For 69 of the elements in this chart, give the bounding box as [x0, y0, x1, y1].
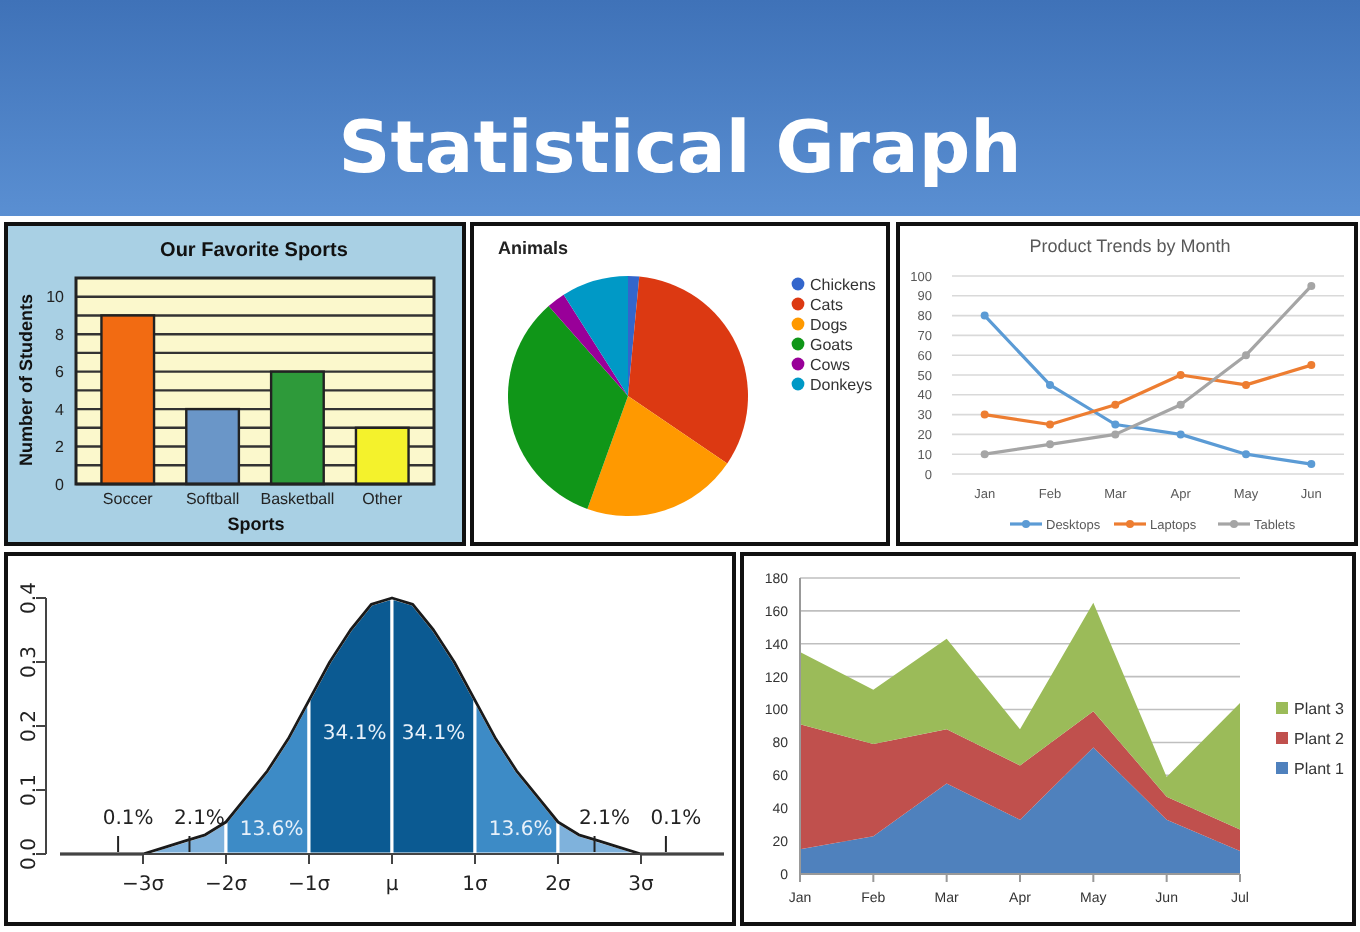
annotation: 2.1% [579, 808, 630, 830]
legend-label: Plant 3 [1294, 700, 1345, 718]
point [980, 311, 989, 320]
legend-label: Plant 2 [1294, 730, 1345, 748]
point [1046, 420, 1054, 429]
pie-slice [548, 294, 628, 396]
y-axis-title: Number of Students [16, 293, 36, 467]
x-tick-label: μ [385, 874, 400, 896]
x-tick-label: 2σ [545, 874, 573, 896]
x-tick-label: −2σ [204, 874, 249, 896]
point [1307, 361, 1316, 370]
chart-title: Our Favorite Sports [160, 240, 349, 262]
point [1307, 460, 1316, 469]
point [1176, 371, 1185, 379]
y-tick-label: 0.3 [19, 646, 41, 678]
x-tick-label: 3σ [628, 874, 656, 896]
annotation: 0.1% [102, 808, 154, 830]
x-tick-label: 1σ [462, 874, 490, 896]
x-tick-label: −3σ [121, 874, 166, 896]
legend-label: Goats [810, 336, 853, 354]
annotation: 34.1% [401, 723, 466, 746]
x-tick-label: −1σ [287, 874, 332, 896]
legend-label: Plant 1 [1294, 760, 1345, 778]
x-tick-label: Softball [185, 490, 240, 508]
point [1242, 351, 1250, 360]
point [1111, 430, 1120, 439]
pie-slice [563, 276, 628, 396]
legend-label: Cats [810, 296, 843, 314]
y-tick-label: 4 [55, 400, 66, 419]
point [1242, 450, 1250, 459]
y-tick-label: 0 [55, 475, 66, 494]
pie-slice [508, 305, 628, 509]
point [1046, 380, 1054, 389]
y-tick-label: 0.4 [19, 582, 41, 614]
y-tick-label: 2 [55, 438, 66, 457]
point [980, 450, 989, 459]
y-tick-label: 0.1 [19, 774, 41, 806]
y-tick-label: 8 [55, 325, 66, 344]
annotation: 34.1% [322, 723, 387, 746]
chart-title: Animals [498, 238, 569, 258]
point [1176, 400, 1185, 409]
point [1307, 281, 1316, 290]
y-tick-label: 0.2 [19, 710, 41, 742]
y-tick-label: 6 [55, 363, 66, 382]
pie-slice [587, 396, 728, 516]
annotation: 13.6% [488, 819, 553, 842]
annotation: 13.6% [239, 819, 304, 842]
legend-label: Chickens [810, 276, 876, 294]
pie-slice [628, 276, 748, 464]
x-axis-title: Sports [227, 514, 285, 534]
point [1111, 420, 1120, 429]
chart-title: Product Trends by Month [1029, 236, 1231, 256]
text: Statistical Graph [338, 108, 1022, 190]
annotation: 2.1% [174, 808, 225, 830]
y-tick-label: 0.0 [19, 838, 41, 870]
point [1046, 440, 1054, 449]
point [1242, 380, 1250, 389]
point [980, 410, 989, 419]
annotation: 0.1% [650, 808, 702, 830]
legend-label: Donkeys [810, 376, 873, 394]
legend-label: Cows [810, 356, 851, 374]
legend-label: Dogs [810, 316, 848, 334]
x-tick-label: Other [362, 490, 403, 508]
point [1111, 400, 1120, 409]
x-tick-label: Soccer [102, 490, 154, 508]
x-tick-label: Basketball [260, 490, 335, 508]
pie-slice [628, 276, 640, 396]
y-tick-label: 10 [46, 288, 66, 307]
point [1176, 430, 1185, 439]
